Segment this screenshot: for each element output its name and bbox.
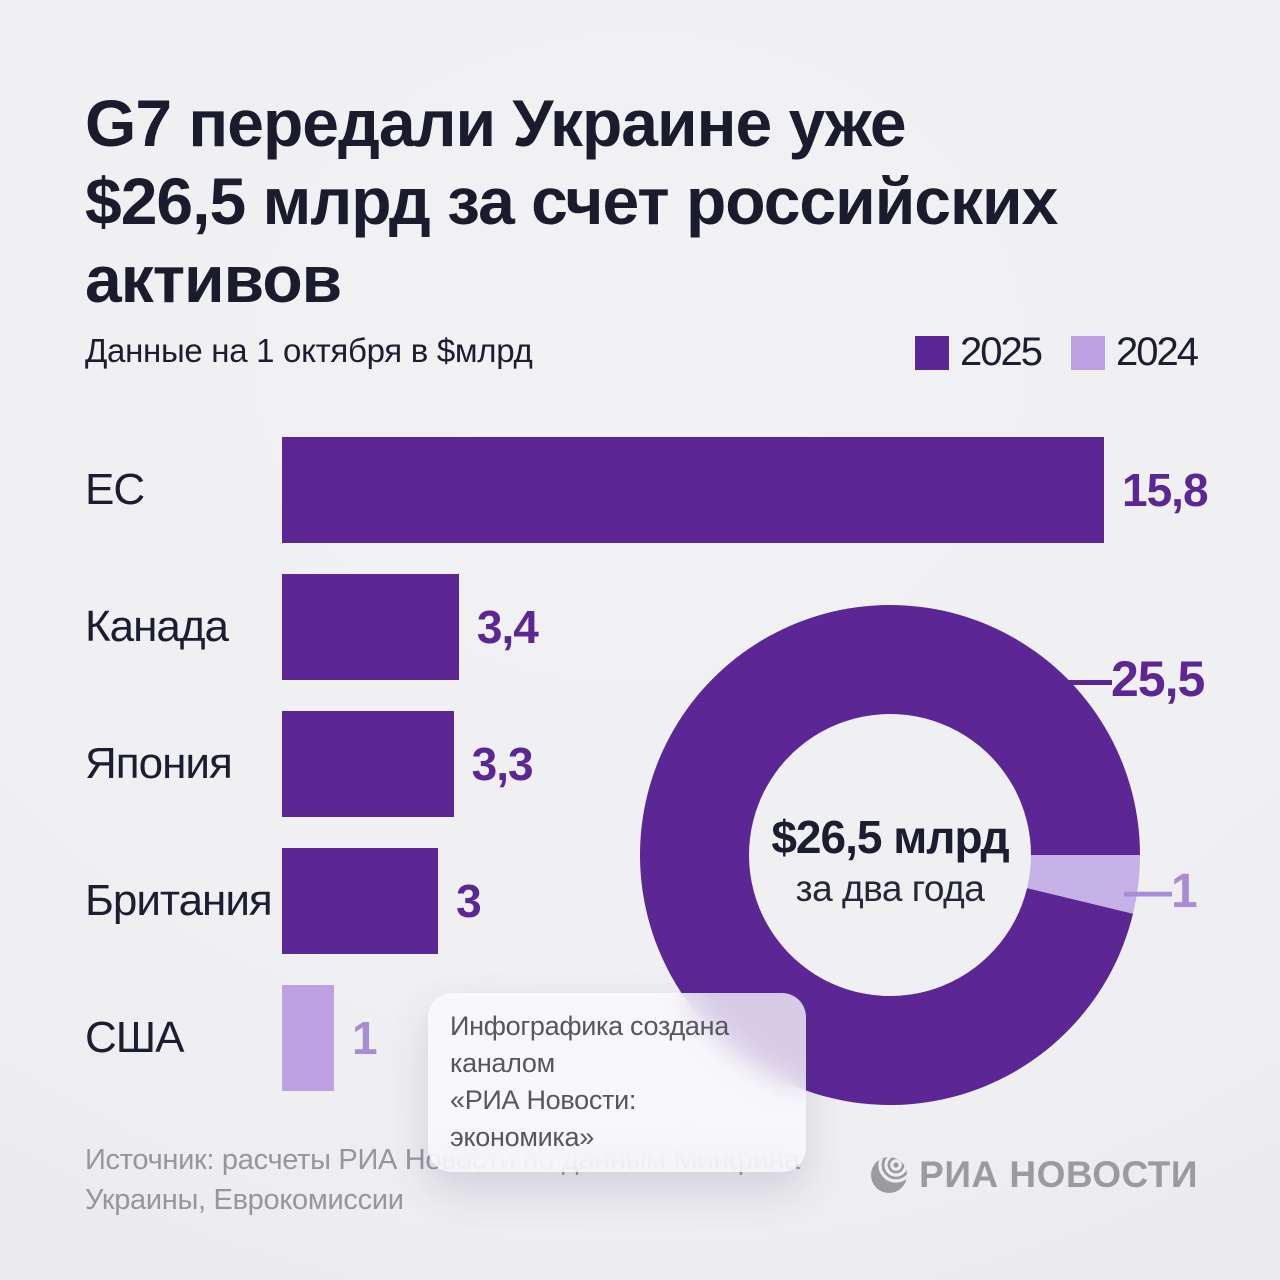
bar-value-label: 3,4 xyxy=(476,601,539,653)
legend-item-2025: 2025 xyxy=(915,330,1043,375)
bar-row-Британия: Британия 3 xyxy=(85,848,1195,954)
donut-center-label: $26,5 млрд за два года xyxy=(771,810,1009,910)
bar-2025 xyxy=(282,574,459,680)
attribution-line-1: Инфографика создана каналом xyxy=(450,1011,729,1078)
bar-category-label: ЕС xyxy=(85,465,145,514)
donut-svg xyxy=(640,605,1140,1106)
infographic-title: G7 передали Украине уже $26,5 млрд за сч… xyxy=(85,84,1205,318)
title-line-1: G7 передали Украине уже xyxy=(85,86,907,160)
bar-row-Канада: Канада 3,4 xyxy=(85,574,1195,680)
donut-chart: $26,5 млрд за два года xyxy=(640,605,1140,1106)
bar-row-Япония: Япония 3,3 xyxy=(85,711,1195,817)
bar-category-label: Япония xyxy=(85,739,233,788)
bar-track: 15,8 xyxy=(282,437,1209,543)
bar-row-США: США 1 xyxy=(85,985,1195,1091)
donut-slice-2024 xyxy=(1027,855,1140,914)
bar-value-label: 3 xyxy=(456,875,482,927)
legend: 2025 2024 xyxy=(915,330,1199,375)
donut-callout-2024: —1 xyxy=(1124,865,1198,918)
bar-2025 xyxy=(282,848,439,954)
infographic-subtitle: Данные на 1 октября в $млрд xyxy=(85,332,533,369)
ria-logo: РИА НОВОСТИ xyxy=(870,1154,1198,1196)
bar-value-label: 3,3 xyxy=(471,738,534,790)
bar-track: 3 xyxy=(282,848,1195,954)
legend-swatch-2024 xyxy=(1071,335,1106,370)
donut-center-title: $26,5 млрд xyxy=(771,811,1009,863)
bar-2025 xyxy=(282,437,1104,543)
bar-value-label: 15,8 xyxy=(1122,464,1209,516)
globe-icon xyxy=(871,1157,908,1193)
source-line-2: Украины, Еврокомиссии xyxy=(85,1184,404,1216)
donut-center-subtitle: за два года xyxy=(795,868,985,909)
title-line-2: $26,5 млрд за счет российских xyxy=(85,164,1058,238)
bar-track: 1 xyxy=(282,985,1195,1091)
donut-callout-2025: —25,5 xyxy=(1062,651,1205,707)
legend-swatch-2025 xyxy=(915,335,950,370)
bar-row-ЕС: ЕС 15,8 xyxy=(85,437,1209,543)
legend-label: 2025 xyxy=(960,330,1043,374)
bar-chart: ЕС 15,8 Канада 3,4 Япония 3,3 Британия 3 США 1 xyxy=(85,437,1209,1091)
legend-label: 2024 xyxy=(1116,330,1199,374)
bar-2025 xyxy=(282,711,454,817)
bar-category-label: США xyxy=(85,1013,184,1062)
bar-category-label: Канада xyxy=(85,602,229,651)
donut-slice-2025 xyxy=(640,605,1140,1106)
bar-2024 xyxy=(282,985,335,1091)
title-line-3: активов xyxy=(85,242,342,316)
attribution-line-2: «РИА Новости: экономика» xyxy=(450,1085,637,1152)
bar-category-label: Британия xyxy=(85,876,273,925)
bar-track: 3,3 xyxy=(282,711,1195,817)
attribution-tooltip: Инфографика создана каналом «РИА Новости… xyxy=(428,993,806,1172)
ria-logo-text: РИА НОВОСТИ xyxy=(919,1154,1198,1195)
bar-track: 3,4 xyxy=(282,574,1195,680)
bar-value-label: 1 xyxy=(352,1012,378,1064)
legend-item-2024: 2024 xyxy=(1071,330,1199,375)
